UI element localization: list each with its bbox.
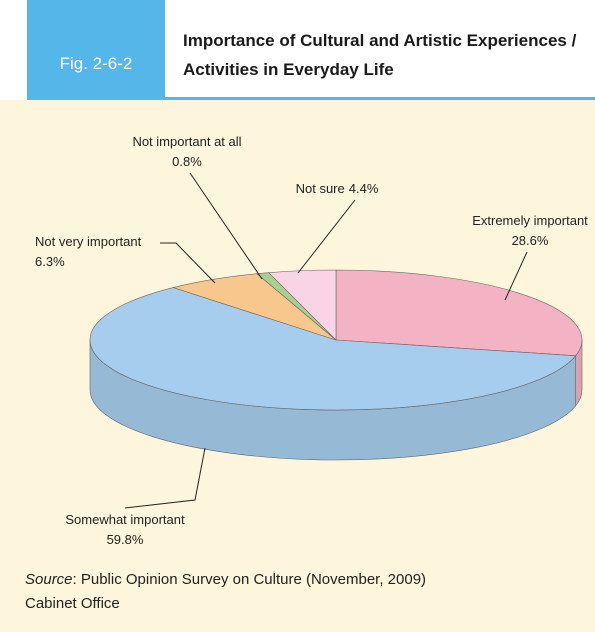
slice-label: Not very important 6.3% <box>35 234 142 269</box>
value-label: 59.8% <box>107 532 144 547</box>
slice-label: Not sure 4.4% <box>296 181 379 196</box>
source-label: Source <box>25 571 73 588</box>
category-label: Not very important <box>35 234 142 249</box>
category-label: Not sure <box>296 181 345 196</box>
category-label: Extremely important <box>472 213 588 228</box>
category-label: Somewhat important <box>65 512 185 527</box>
figure-number: Fig. 2-6-2 <box>27 0 165 100</box>
chart-title: Importance of Cultural and Artistic Expe… <box>183 31 577 79</box>
leader-line <box>124 447 206 509</box>
leader-line <box>504 251 528 301</box>
source-text: : Public Opinion Survey on Culture (Nove… <box>72 571 427 588</box>
leader-line <box>160 242 216 284</box>
slice <box>268 269 337 341</box>
source: Source: Public Opinion Survey on Culture… <box>25 568 426 616</box>
leader-line <box>297 199 356 274</box>
slice-label: Extremely important 28.6% <box>472 213 588 248</box>
slice-label: Not important at all 0.8% <box>132 134 241 169</box>
leader-line <box>189 172 263 280</box>
source-org: Cabinet Office <box>25 595 120 612</box>
category-label: Not important at all <box>132 134 241 149</box>
slice <box>335 269 583 357</box>
title-box: Importance of Cultural and Artistic Expe… <box>165 0 595 100</box>
value-label: 4.4% <box>349 181 379 196</box>
slice <box>89 287 577 411</box>
value-label: 6.3% <box>35 254 65 269</box>
slice-label: Somewhat important 59.8% <box>65 512 185 547</box>
value-label: 0.8% <box>172 154 202 169</box>
value-label: 28.6% <box>512 233 549 248</box>
